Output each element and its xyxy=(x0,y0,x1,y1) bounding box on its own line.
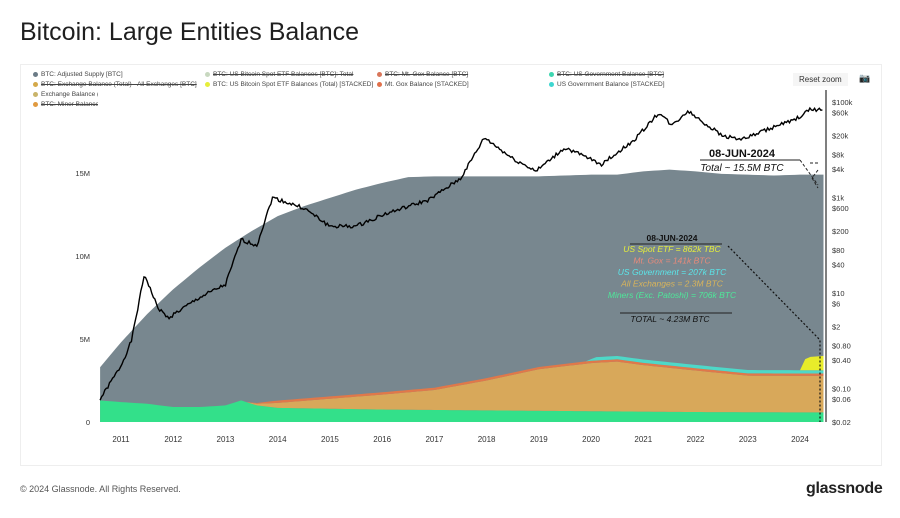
x-tick-label: 2014 xyxy=(269,435,287,444)
right-tick-label: $600 xyxy=(832,204,849,213)
x-tick-label: 2024 xyxy=(791,435,809,444)
right-tick-label: $0.02 xyxy=(832,418,851,427)
right-tick-label: $0.10 xyxy=(832,385,851,394)
legend-item[interactable]: BTC: US Government Balance [BTC] xyxy=(549,71,721,78)
legend-label: BTC: US Government Balance [BTC] xyxy=(557,71,664,78)
copyright: © 2024 Glassnode. All Rights Reserved. xyxy=(20,484,181,494)
exchanges-area xyxy=(100,361,824,413)
x-tick-label: 2013 xyxy=(217,435,235,444)
annotation-line: Mt. Gox = 141k BTC xyxy=(633,256,711,266)
price-line xyxy=(99,106,823,401)
right-tick-label: $10 xyxy=(832,289,845,298)
reset-zoom-button[interactable]: Reset zoom xyxy=(793,73,848,86)
camera-icon[interactable]: 📷 xyxy=(859,73,871,83)
legend-label: BTC: Miner Balance - Other [BTC] xyxy=(41,101,140,108)
x-tick-label: 2023 xyxy=(739,435,757,444)
annotation-date: 08-JUN-2024 xyxy=(646,233,697,243)
right-tick-label: $2 xyxy=(832,322,840,331)
legend-swatch xyxy=(377,71,382,77)
right-tick-label: $1k xyxy=(832,194,844,203)
legend-label: US Government Balance [STACKED] xyxy=(557,81,665,88)
right-tick-label: $40 xyxy=(832,260,845,269)
legend-label: BTC: Adjusted Supply [BTC] xyxy=(41,71,123,78)
x-tick-label: 2018 xyxy=(478,435,496,444)
legend-label: BTC: Exchange Balance (Total) - All Exch… xyxy=(41,81,197,88)
legend-item[interactable]: BTC: Adjusted Supply [BTC] xyxy=(33,71,205,78)
chart: 2011 2012 2013 2014 2015 2016 2017 2018 2019 2020… xyxy=(75,90,853,444)
miners-area xyxy=(100,400,824,422)
right-tick-label: $200 xyxy=(832,227,849,236)
right-tick-label: $6 xyxy=(832,300,840,309)
left-tick-label: 10M xyxy=(75,252,90,261)
annotation-pointer xyxy=(799,159,819,189)
x-tick-label: 2011 xyxy=(112,435,130,444)
annotation-line: US Spot ETF = 862k TBC xyxy=(623,244,721,254)
legend-label: Exchange Balance (Total) [STACKED] xyxy=(41,91,151,98)
legend-swatch xyxy=(33,81,38,87)
x-tick-label: 2015 xyxy=(321,435,339,444)
legend-swatch xyxy=(549,71,554,77)
legend-swatch xyxy=(33,101,38,107)
right-tick-label: $8k xyxy=(832,150,844,159)
x-tick-label: 2017 xyxy=(425,435,443,444)
annotation-line: All Exchanges = 2.3M BTC xyxy=(620,279,724,289)
left-tick-label: 5M xyxy=(80,335,90,344)
right-tick-label: $60k xyxy=(832,109,849,118)
right-tick-label: $4k xyxy=(832,165,844,174)
legend-item[interactable]: US Government Balance [STACKED] xyxy=(549,81,721,88)
legend-label: Mt. Gox Balance [STACKED] xyxy=(385,81,469,88)
legend-item[interactable]: BTC: US Bitcoin Spot ETF Balances [BTC]:… xyxy=(205,71,377,78)
annotation-line: Miners (Exc. Patoshi) = 706k BTC xyxy=(608,290,737,300)
page-title: Bitcoin: Large Entities Balance xyxy=(20,18,360,46)
legend-swatch xyxy=(205,81,210,87)
left-tick-label: 15M xyxy=(75,169,90,178)
legend-item[interactable]: BTC: US Bitcoin Spot ETF Balances (Total… xyxy=(205,81,377,88)
legend-swatch xyxy=(33,91,38,97)
legend-item[interactable]: BTC: Miner Balance - Other [BTC] xyxy=(33,101,205,108)
x-tick-label: 2012 xyxy=(164,435,182,444)
legend-swatch xyxy=(205,71,210,77)
legend-label: BTC: US Bitcoin Spot ETF Balances [BTC]:… xyxy=(213,71,354,78)
mt-gox-area xyxy=(100,359,824,408)
right-tick-label: $0.40 xyxy=(832,356,851,365)
legend-swatch xyxy=(377,81,382,87)
glassnode-logo: glassnode xyxy=(806,480,883,497)
right-tick-label: $0.80 xyxy=(832,341,851,350)
x-tick-label: 2021 xyxy=(634,435,652,444)
top-annotation-date: 08-JUN-2024 xyxy=(709,148,776,160)
annotation-line: US Government = 207k BTC xyxy=(618,267,727,277)
right-tick-label: $20k xyxy=(832,131,849,140)
legend-item[interactable]: BTC: Exchange Balance (Total) - All Exch… xyxy=(33,81,205,88)
legend-item[interactable]: Exchange Balance (Total) [STACKED] xyxy=(33,91,205,98)
x-tick-label: 2022 xyxy=(687,435,705,444)
right-tick-label: $0.06 xyxy=(832,395,851,404)
right-tick-label: $80 xyxy=(832,246,845,255)
legend-item[interactable]: Mt. Gox Balance [STACKED] xyxy=(377,81,549,88)
x-tick-label: 2019 xyxy=(530,435,548,444)
legend-label: BTC: Mt. Gox Balance [BTC] xyxy=(385,71,469,78)
top-annotation-total: Total ~ 15.5M BTC xyxy=(700,163,784,174)
x-tick-label: 2020 xyxy=(582,435,600,444)
x-tick-label: 2016 xyxy=(373,435,391,444)
left-tick-label: 0 xyxy=(86,418,90,427)
legend-item[interactable]: BTC: Mt. Gox Balance [BTC] xyxy=(377,71,549,78)
legend-label: BTC: US Bitcoin Spot ETF Balances (Total… xyxy=(213,81,374,88)
adjusted-supply-area xyxy=(100,169,824,422)
legend-swatch xyxy=(33,71,38,77)
right-tick-label: $100k xyxy=(832,98,853,107)
legend-swatch xyxy=(549,81,554,87)
annotation-total: TOTAL ~ 4.23M BTC xyxy=(630,314,710,324)
